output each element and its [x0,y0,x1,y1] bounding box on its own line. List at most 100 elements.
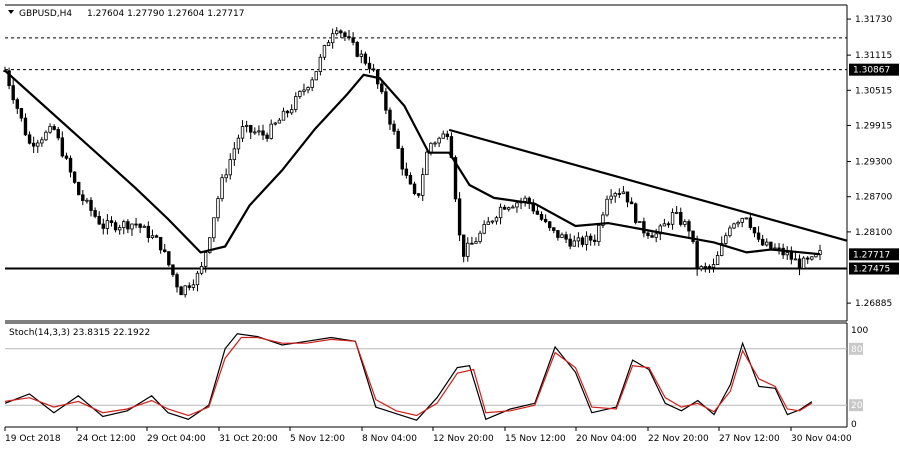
time-tick-label: 5 Nov 12:00 [290,434,345,444]
candle-body [810,256,814,260]
candle-body [48,126,52,133]
candle-body [617,193,622,195]
candle-body [748,217,753,228]
stoch-main-line [4,333,813,421]
candle-body [634,203,638,223]
candle-body [597,225,601,242]
candle-body [720,242,724,256]
candle-body [81,194,85,201]
candle-body [318,56,323,72]
candle-body [158,236,163,251]
candle-body [482,224,486,234]
candle-body [609,195,613,200]
candle-body [97,215,101,225]
candles [3,27,822,298]
candle-body [142,225,146,228]
candle-body [789,252,794,260]
stoch-levels [5,348,847,406]
level-label: 1.27475 [853,265,890,275]
candle-body [699,266,703,270]
candle-body [490,220,495,223]
candle-body [494,217,499,222]
moving-average-line [4,69,821,256]
price-tick-label: 1.29915 [855,121,892,131]
time-tick-label: 20 Nov 04:00 [576,434,637,444]
candle-body [359,53,364,57]
price-axis: 1.31730 1.31115 1.30515 1.29915 1.29300 1.287… [847,15,899,309]
candle-body [289,109,294,114]
candle-body [576,237,581,242]
candle-body [564,234,568,240]
candle-body [11,85,15,101]
candle-body [347,36,351,39]
candle-body [322,45,327,58]
candle-body [40,139,44,144]
symbol-label: GBPUSD,H4 [19,9,72,19]
triangle-down-icon[interactable] [8,10,14,14]
candle-body [724,235,728,244]
candle-body [711,264,716,268]
price-tick-label: 1.28100 [855,228,892,238]
time-tick-label: 8 Nov 04:00 [362,434,417,444]
candle-body [650,235,654,238]
candle-body [744,217,748,220]
candle-body [560,234,564,238]
candle-body [130,223,134,230]
current-price-label: 1.27717 [853,250,890,260]
candle-body [642,221,646,234]
candle-body [769,241,773,249]
candle-body [351,37,355,43]
candle-body [298,91,302,97]
candle-body [511,206,515,209]
stoch-tick-label: 80 [851,345,863,355]
stoch-level-box [849,342,863,355]
candle-body [195,272,200,286]
candle-body [355,42,359,57]
candle-body [89,199,93,211]
candle-body [228,159,232,176]
candle-body [122,221,126,228]
candle-body [232,148,237,161]
candle-body [416,193,421,196]
candle-body [138,223,142,228]
candle-body [220,177,224,200]
stoch-signal-line [4,336,813,417]
candle-body [7,70,11,87]
candle-body [285,110,290,114]
candle-body [679,211,683,225]
candle-body [146,225,151,239]
candle-body [134,223,138,226]
candle-body [425,151,429,176]
stoch-axis: 100 80 20 0 [849,326,868,430]
candle-body [240,126,245,139]
time-tick-label: 29 Oct 04:00 [147,434,206,444]
candle-body [126,221,130,230]
candle-body [335,30,339,35]
candle-body [269,123,273,139]
candle-body [44,131,48,141]
candle-body [547,221,552,229]
price-tick-label: 1.31730 [855,15,892,25]
time-tick-label: 24 Oct 12:00 [77,434,136,444]
candle-body [212,217,216,239]
candle-body [752,227,757,234]
candle-body [183,285,187,296]
candle-body [367,62,372,70]
candle-body [523,197,527,202]
candle-body [535,210,540,215]
time-axis: 19 Oct 2018 24 Oct 12:00 29 Oct 04:00 31 Oc… [4,427,852,444]
candle-body [179,286,183,296]
candle-body [216,198,220,219]
time-tick-label: 27 Nov 12:00 [719,434,780,444]
stoch-title: Stoch(14,3,3) 23.8315 22.1922 [9,328,150,338]
candle-body [507,207,511,210]
candle-body [52,126,56,130]
candle-body [638,221,642,223]
descending-trendline[interactable] [448,128,848,242]
candle-body [224,174,228,179]
candle-body [674,211,679,214]
candle-body [187,285,191,288]
candle-body [93,210,97,217]
candle-body [384,91,388,111]
